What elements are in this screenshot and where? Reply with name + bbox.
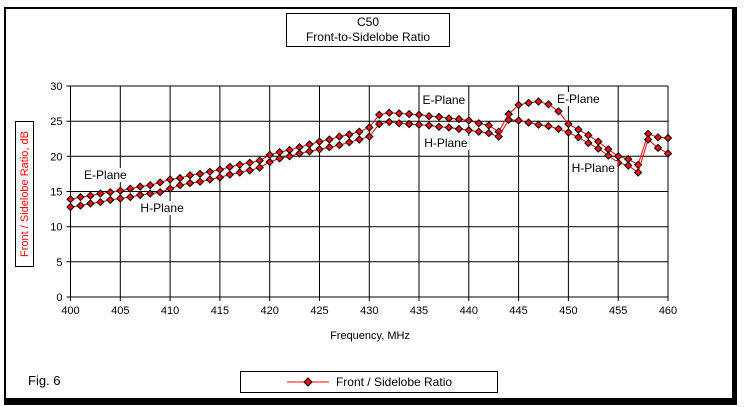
svg-text:30: 30 xyxy=(50,81,62,93)
svg-text:420: 420 xyxy=(261,305,279,317)
svg-text:410: 410 xyxy=(161,305,179,317)
chart-title-box: C50 Front-to-Sidelobe Ratio xyxy=(286,13,450,47)
y-axis-label-box: Front / Sidelobe Ratio, dB xyxy=(15,121,34,267)
svg-text:455: 455 xyxy=(609,305,627,317)
svg-text:400: 400 xyxy=(61,305,79,317)
figure-caption: Fig. 6 xyxy=(28,373,61,388)
svg-text:425: 425 xyxy=(310,305,328,317)
svg-text:15: 15 xyxy=(50,187,62,199)
svg-text:430: 430 xyxy=(360,305,378,317)
y-axis-label: Front / Sidelobe Ratio, dB xyxy=(18,131,31,257)
svg-text:415: 415 xyxy=(211,305,229,317)
chart-title-line2: Front-to-Sidelobe Ratio xyxy=(305,30,431,44)
x-axis-label: Frequency, MHz xyxy=(330,330,410,342)
series-annotation-e-plane: E-Plane xyxy=(420,93,468,108)
series-annotation-h-plane: H-Plane xyxy=(569,161,617,176)
series-annotation-h-plane: H-Plane xyxy=(138,201,186,216)
svg-text:435: 435 xyxy=(410,305,428,317)
svg-text:20: 20 xyxy=(50,151,62,163)
chart-title-line1: C50 xyxy=(356,15,379,29)
svg-text:10: 10 xyxy=(50,222,62,234)
series-annotation-e-plane: E-Plane xyxy=(82,168,129,183)
legend-box: Front / Sidelobe Ratio xyxy=(240,371,498,393)
svg-text:440: 440 xyxy=(460,305,478,317)
svg-text:25: 25 xyxy=(50,116,62,128)
svg-text:5: 5 xyxy=(56,257,62,269)
svg-text:405: 405 xyxy=(111,305,129,317)
legend-series-marker xyxy=(286,377,330,387)
svg-text:445: 445 xyxy=(509,305,527,317)
series-annotation-h-plane: H-Plane xyxy=(422,136,470,150)
svg-text:0: 0 xyxy=(56,292,62,304)
svg-text:450: 450 xyxy=(559,305,577,317)
series-annotation-e-plane: E-Plane xyxy=(555,92,602,107)
legend-label: Front / Sidelobe Ratio xyxy=(335,375,453,389)
svg-text:460: 460 xyxy=(659,305,677,317)
